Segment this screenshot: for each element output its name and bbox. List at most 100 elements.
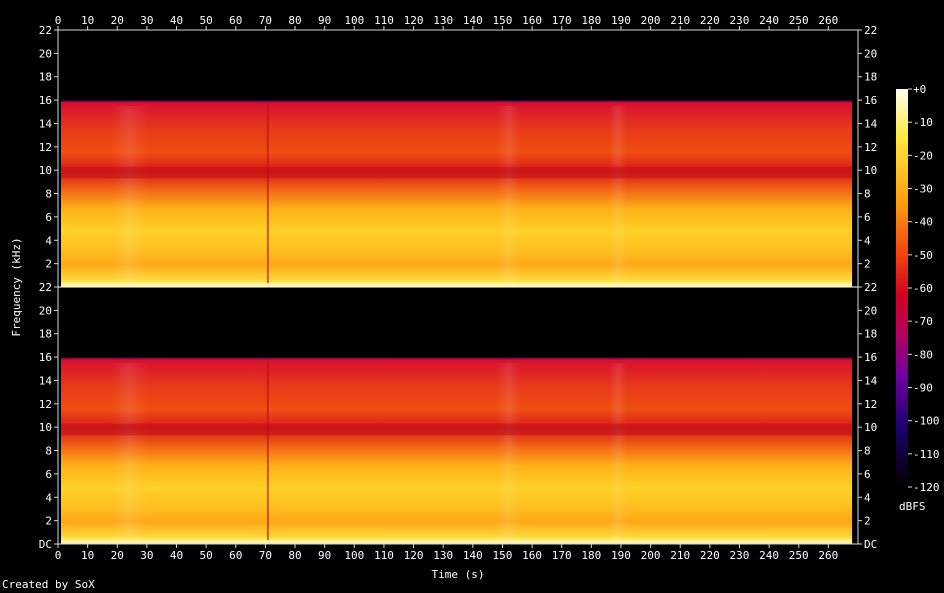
x-tick-label: 150 bbox=[493, 14, 513, 27]
x-tick-label: 210 bbox=[670, 549, 690, 562]
y-tick-label: 12 bbox=[864, 398, 877, 411]
x-tick-label: 30 bbox=[140, 14, 153, 27]
y-tick-label: 12 bbox=[39, 141, 52, 154]
y-tick-label: 14 bbox=[39, 374, 53, 387]
colorbar-tick-label: -110 bbox=[913, 448, 940, 461]
y-tick-label: DC bbox=[864, 538, 877, 551]
y-tick-label: 20 bbox=[39, 304, 52, 317]
x-tick-label: 20 bbox=[111, 14, 124, 27]
spectrogram-band bbox=[496, 106, 521, 285]
spectrogram-energy bbox=[61, 100, 853, 287]
y-tick-label: 2 bbox=[864, 515, 871, 528]
y-tick-label: 6 bbox=[864, 211, 871, 224]
x-tick-label: 240 bbox=[759, 14, 779, 27]
x-tick-label: 190 bbox=[611, 549, 631, 562]
x-tick-label: 130 bbox=[433, 14, 453, 27]
x-tick-label: 140 bbox=[463, 549, 483, 562]
colorbar-tick-label: -50 bbox=[913, 249, 933, 262]
x-tick-label: 230 bbox=[730, 14, 750, 27]
y-tick-label: 18 bbox=[864, 328, 877, 341]
x-tick-label: 170 bbox=[552, 549, 572, 562]
y-tick-label: 16 bbox=[864, 94, 877, 107]
y-axis-title: Frequency (kHz) bbox=[10, 237, 23, 336]
y-tick-label: 4 bbox=[45, 234, 52, 247]
y-tick-label: 10 bbox=[39, 164, 52, 177]
x-tick-label: 100 bbox=[344, 549, 364, 562]
x-axis-bottom: 0 10 20 30 40 50 60 70 80 90 100 110 120 130 140 150 160… bbox=[55, 544, 838, 562]
x-tick-label: 160 bbox=[522, 14, 542, 27]
x-tick-label: 70 bbox=[259, 549, 272, 562]
x-tick-label: 210 bbox=[670, 14, 690, 27]
y-tick-label: 16 bbox=[864, 351, 877, 364]
y-tick-label: 14 bbox=[864, 374, 878, 387]
x-tick-label: 180 bbox=[581, 14, 601, 27]
spectrogram-band bbox=[609, 106, 627, 285]
spectrogram-dc-band bbox=[61, 283, 853, 286]
y-tick-label: 12 bbox=[864, 141, 877, 154]
x-tick-label: 10 bbox=[81, 549, 94, 562]
y-tick-label: 22 bbox=[864, 281, 877, 294]
colorbar-tick-label: -10 bbox=[913, 116, 933, 129]
y-tick-label: 4 bbox=[864, 491, 871, 504]
x-tick-label: 110 bbox=[374, 549, 394, 562]
colorbar-tick-label: +0 bbox=[913, 83, 926, 96]
y-tick-label: DC bbox=[39, 538, 52, 551]
y-axis-left: 2 4 6 8 10 12 14 16 18 20 22 DC 2 4 6 8 10 12 14 16 18 20 22 bbox=[39, 24, 58, 551]
y-tick-label: 18 bbox=[39, 71, 52, 84]
x-tick-label: 120 bbox=[404, 14, 424, 27]
y-tick-label: 14 bbox=[864, 117, 878, 130]
x-tick-label: 80 bbox=[288, 549, 301, 562]
x-tick-label: 250 bbox=[789, 14, 809, 27]
x-axis-title: Time (s) bbox=[432, 568, 485, 581]
y-tick-label: 2 bbox=[45, 515, 52, 528]
y-tick-label: 16 bbox=[39, 351, 52, 364]
spectrogram-band bbox=[111, 363, 147, 542]
spectrogram-transient bbox=[266, 102, 269, 285]
x-tick-label: 230 bbox=[730, 549, 750, 562]
x-tick-label: 170 bbox=[552, 14, 572, 27]
colorbar-tick-label: -100 bbox=[913, 415, 940, 428]
x-tick-label: 30 bbox=[140, 549, 153, 562]
y-tick-label: 22 bbox=[39, 281, 52, 294]
colorbar-ticks: +0 -10 -20 -30 -40 -50 -60 -70 -80 -90 -100 -110 -12… bbox=[908, 83, 940, 494]
y-tick-label: 8 bbox=[45, 188, 52, 201]
y-tick-label: 8 bbox=[45, 445, 52, 458]
x-tick-label: 90 bbox=[318, 14, 331, 27]
y-tick-label: 10 bbox=[39, 421, 52, 434]
x-tick-label: 60 bbox=[229, 14, 242, 27]
credit-text: Created by SoX bbox=[2, 578, 95, 591]
y-tick-label: 10 bbox=[864, 421, 877, 434]
y-tick-label: 4 bbox=[864, 234, 871, 247]
colorbar bbox=[896, 89, 908, 487]
x-tick-label: 80 bbox=[288, 14, 301, 27]
x-tick-label: 200 bbox=[641, 14, 661, 27]
y-tick-label: 6 bbox=[45, 211, 52, 224]
x-tick-label: 190 bbox=[611, 14, 631, 27]
colorbar-tick-label: -120 bbox=[913, 481, 940, 494]
x-tick-label: 130 bbox=[433, 549, 453, 562]
y-tick-label: 18 bbox=[864, 71, 877, 84]
x-tick-label: 240 bbox=[759, 549, 779, 562]
spectrogram-band bbox=[61, 423, 853, 436]
spectrogram-band bbox=[496, 363, 521, 542]
x-tick-label: 0 bbox=[55, 549, 62, 562]
x-tick-label: 260 bbox=[818, 14, 838, 27]
spectrogram-transient bbox=[266, 359, 269, 542]
x-tick-label: 20 bbox=[111, 549, 124, 562]
colorbar-tick-label: -30 bbox=[913, 183, 933, 196]
x-tick-label: 90 bbox=[318, 549, 331, 562]
y-tick-label: 8 bbox=[864, 445, 871, 458]
x-tick-label: 160 bbox=[522, 549, 542, 562]
y-axis-right: 2 4 6 8 10 12 14 16 18 20 22 DC 2 4 6 8 10 12 14 16 18 20 22 bbox=[858, 24, 878, 551]
x-tick-label: 50 bbox=[200, 14, 213, 27]
spectrogram-panels bbox=[57, 29, 859, 545]
colorbar-tick-label: -80 bbox=[913, 348, 933, 361]
x-tick-label: 70 bbox=[259, 14, 272, 27]
x-tick-label: 60 bbox=[229, 549, 242, 562]
colorbar-label: dBFS bbox=[899, 500, 926, 513]
y-tick-label: 22 bbox=[864, 24, 877, 37]
y-tick-label: 20 bbox=[864, 47, 877, 60]
x-tick-label: 110 bbox=[374, 14, 394, 27]
y-tick-label: 8 bbox=[864, 188, 871, 201]
channel-panel bbox=[57, 286, 859, 545]
